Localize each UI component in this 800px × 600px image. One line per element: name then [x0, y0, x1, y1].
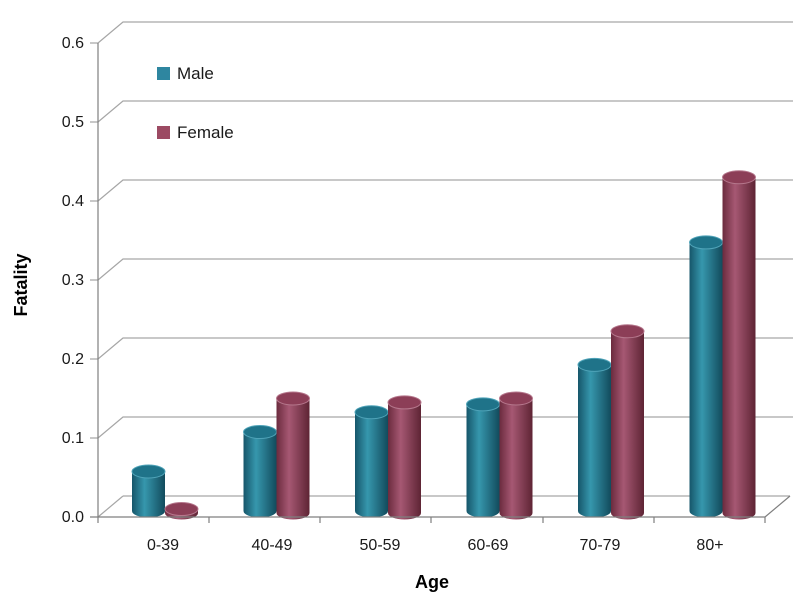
x-axis-title: Age [415, 572, 449, 592]
bar-female-70-79 [610, 324, 645, 520]
y-tick-labels: 0.0 0.1 0.2 0.3 0.4 0.5 0.6 [62, 35, 84, 526]
legend-item-male: Male [157, 64, 214, 83]
y-tick-0.2: 0.2 [62, 351, 84, 368]
x-axis-ticks [97, 517, 766, 523]
floor-left-edge [97, 495, 124, 518]
cat-label-80plus: 80+ [696, 537, 723, 554]
y-tick-0.6: 0.6 [62, 35, 84, 52]
bar-male-0-39 [131, 464, 166, 518]
bar-female-60-69 [499, 391, 533, 520]
x-category-labels: 0-39 40-49 50-59 60-69 70-79 80+ [147, 537, 724, 554]
legend-label-male: Male [177, 64, 214, 83]
bar-female-0-39 [164, 502, 199, 520]
legend-item-female: Female [157, 123, 234, 142]
cat-label-40-49: 40-49 [252, 537, 293, 554]
bar-male-60-69 [466, 397, 500, 518]
bar-female-80+ [722, 170, 756, 520]
bar-male-40-49 [243, 425, 277, 518]
bar-male-80+ [689, 235, 723, 518]
gridline-0_3 [90, 258, 793, 281]
y-tick-0.3: 0.3 [62, 272, 84, 289]
bar-female-40-49 [276, 391, 310, 520]
male-series-swatch-icon [157, 67, 170, 80]
female-series-swatch-icon [157, 126, 170, 139]
y-tick-0.5: 0.5 [62, 114, 84, 131]
bar-male-70-79 [577, 357, 612, 518]
cat-label-0-39: 0-39 [147, 537, 179, 554]
gridline-0_6 [90, 21, 793, 44]
gridline-0_2 [90, 337, 793, 360]
bar-male-50-59 [354, 405, 389, 518]
y-tick-0.0: 0.0 [62, 509, 84, 526]
bar-female-50-59 [387, 395, 422, 520]
y-tick-0.4: 0.4 [62, 193, 84, 210]
gridlines [90, 21, 793, 518]
x-axis [90, 495, 791, 523]
legend-label-female: Female [177, 123, 234, 142]
bars [131, 170, 756, 520]
gridline-0_4 [90, 179, 793, 202]
y-tick-0.1: 0.1 [62, 430, 84, 447]
gridline-0_5 [90, 100, 793, 123]
cat-label-50-59: 50-59 [360, 537, 401, 554]
y-axis-title: Fatality [11, 253, 31, 316]
cat-label-60-69: 60-69 [468, 537, 509, 554]
legend: Male Female [157, 64, 234, 142]
cat-label-70-79: 70-79 [580, 537, 621, 554]
gridline-0_1 [90, 416, 793, 439]
